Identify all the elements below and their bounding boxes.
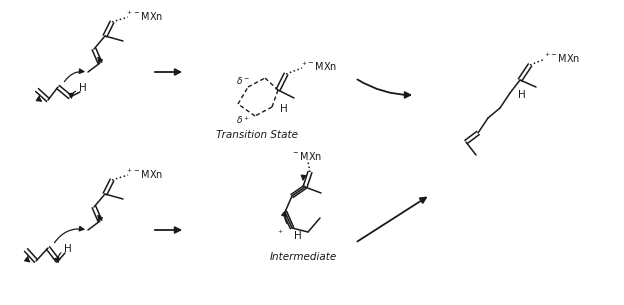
Text: H: H (518, 90, 526, 100)
Text: $^-$MXn: $^-$MXn (549, 52, 580, 64)
Text: $\delta^+$: $\delta^+$ (236, 114, 250, 126)
Text: Transition State: Transition State (216, 130, 298, 140)
Text: H: H (294, 231, 302, 241)
Text: $^+$: $^+$ (125, 167, 133, 177)
Text: $^+$: $^+$ (276, 228, 284, 238)
Text: Intermediate: Intermediate (270, 252, 336, 262)
Text: $^+$: $^+$ (300, 60, 308, 70)
Text: $^-$MXn: $^-$MXn (132, 10, 163, 22)
Text: $^+$: $^+$ (125, 9, 133, 19)
Text: $^+$: $^+$ (543, 52, 550, 60)
Text: $^-$MXn: $^-$MXn (291, 150, 323, 162)
Text: $\delta^-$: $\delta^-$ (236, 76, 250, 87)
Text: H: H (64, 244, 72, 254)
Text: $^-$MXn: $^-$MXn (132, 168, 163, 180)
Text: H: H (280, 104, 288, 114)
Text: $^-$MXn: $^-$MXn (306, 60, 337, 72)
Text: H: H (79, 83, 87, 93)
